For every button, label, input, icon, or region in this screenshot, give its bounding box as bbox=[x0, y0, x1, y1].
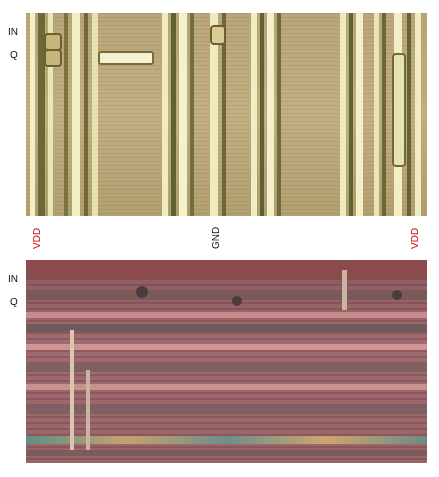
metal-line bbox=[64, 13, 68, 216]
die-photo-top bbox=[26, 13, 427, 216]
metal-line bbox=[356, 13, 363, 216]
metal-line bbox=[48, 13, 53, 216]
vdd-label-right: VDD bbox=[410, 227, 421, 249]
poly-band bbox=[26, 312, 427, 318]
via bbox=[392, 290, 402, 300]
metal-line bbox=[349, 13, 353, 216]
q-label-bottom: Q bbox=[10, 297, 18, 308]
in-label-top: IN bbox=[8, 27, 18, 38]
poly-band bbox=[26, 384, 427, 390]
metal-line bbox=[260, 13, 264, 216]
poly-band bbox=[26, 324, 427, 332]
metal-line bbox=[171, 13, 176, 216]
vertical-trace bbox=[70, 330, 74, 450]
vdd-label-left: VDD bbox=[32, 227, 43, 249]
horizontal-wire bbox=[98, 51, 154, 65]
via bbox=[232, 296, 242, 306]
vertical-wire bbox=[392, 53, 406, 167]
metal-line bbox=[179, 13, 187, 216]
die-photo-bottom bbox=[26, 260, 427, 463]
vertical-trace bbox=[86, 370, 90, 450]
metal-line bbox=[251, 13, 257, 216]
metal-line bbox=[72, 13, 80, 216]
diffusion-band bbox=[26, 290, 427, 300]
contact bbox=[44, 49, 62, 67]
poly-band bbox=[26, 344, 427, 350]
metal-line bbox=[407, 13, 411, 216]
in-label-bottom: IN bbox=[8, 274, 18, 285]
gnd-label: GND bbox=[211, 226, 222, 249]
metal-line bbox=[382, 13, 386, 216]
metal-line bbox=[210, 13, 218, 216]
poly-band bbox=[26, 406, 427, 414]
diffusion-band bbox=[26, 450, 427, 456]
metal-line bbox=[190, 13, 194, 216]
contact bbox=[210, 25, 226, 45]
q-label-top: Q bbox=[10, 50, 18, 61]
vertical-trace bbox=[342, 270, 347, 310]
diffusion-band bbox=[26, 260, 427, 278]
metal-line bbox=[277, 13, 281, 216]
via bbox=[136, 286, 148, 298]
metal-line bbox=[415, 13, 421, 216]
metal-line bbox=[92, 13, 98, 216]
metal-line bbox=[374, 13, 379, 216]
metal-line bbox=[267, 13, 274, 216]
metal-line bbox=[38, 13, 45, 216]
metal-line bbox=[162, 13, 168, 216]
poly-band bbox=[26, 364, 427, 372]
metal-line bbox=[30, 13, 35, 216]
metal-line bbox=[222, 13, 226, 216]
metal-line bbox=[340, 13, 346, 216]
metal-line bbox=[84, 13, 88, 216]
metal-band bbox=[26, 436, 427, 444]
